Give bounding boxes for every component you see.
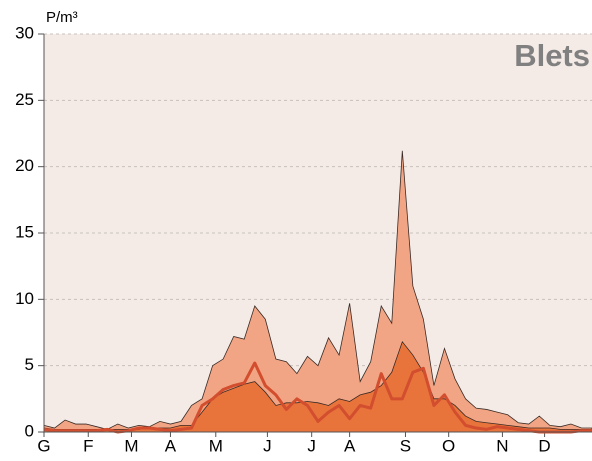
x-tick-label: O (442, 436, 455, 455)
y-tick-label: 15 (15, 222, 34, 241)
x-tick-label: J (263, 436, 272, 455)
marks (43, 150, 592, 434)
line (43, 361, 592, 434)
y-tick-label: 30 (15, 23, 34, 42)
x-tick-label: M (124, 436, 138, 455)
x-tick-label: G (37, 436, 50, 455)
y-tick-label: 10 (15, 289, 34, 308)
x-tick-label: D (538, 436, 550, 455)
area (43, 150, 592, 433)
y-axis-unit: P/m³ (46, 9, 78, 26)
x-tick-label: S (400, 436, 411, 455)
y-tick-label: 0 (25, 421, 34, 440)
x-tick-label: M (209, 436, 223, 455)
x-tick-label: N (496, 436, 508, 455)
y-tick-label: 25 (15, 90, 34, 109)
x-tick-label: J (307, 436, 316, 455)
chart-title: Blets (514, 38, 590, 73)
x-tick-label: A (344, 436, 356, 455)
x-tick-label: F (83, 436, 93, 455)
y-tick-label: 5 (25, 355, 34, 374)
x-tick-label: A (165, 436, 177, 455)
y-tick-label: 20 (15, 156, 34, 175)
